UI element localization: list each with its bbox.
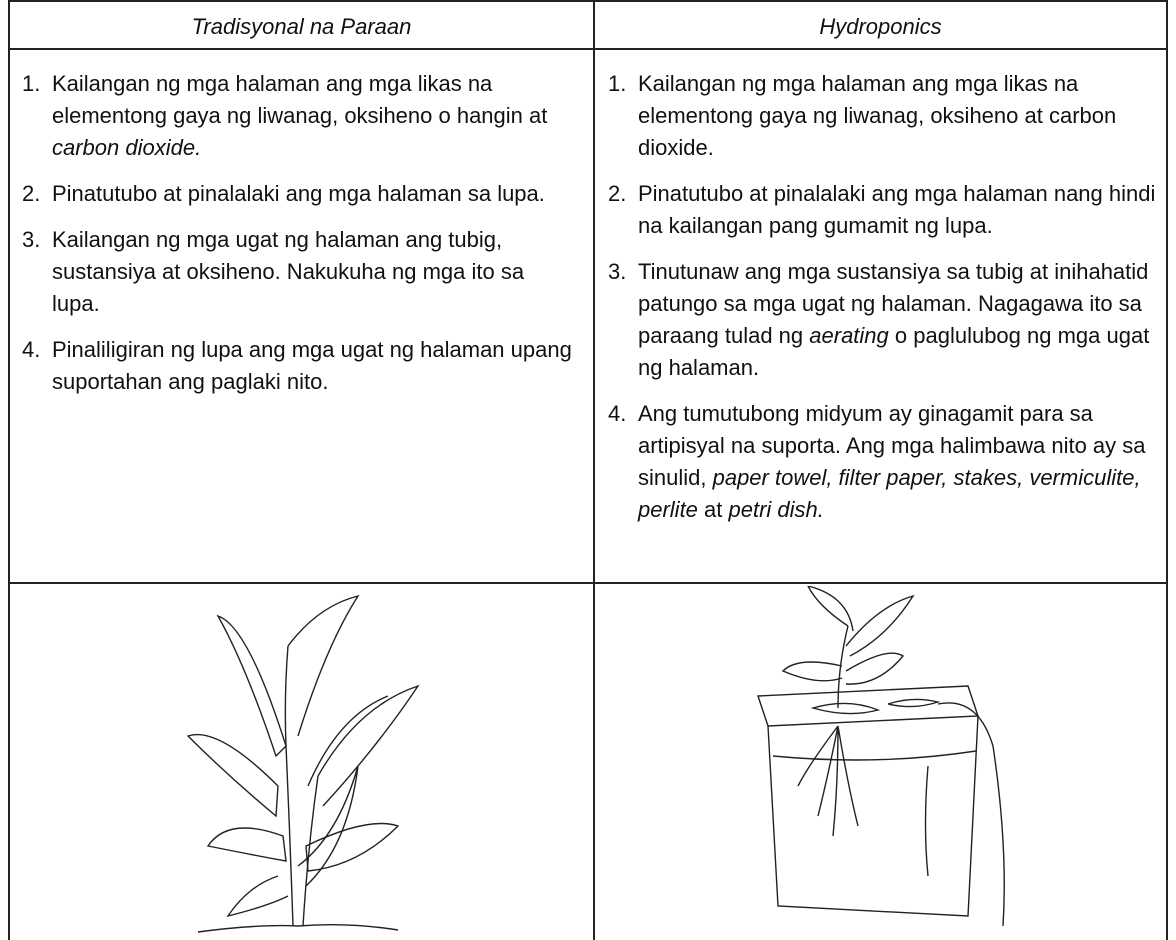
item-text: Kailangan ng mga halaman ang mga likas n… <box>52 68 574 164</box>
item-number: 2. <box>22 181 41 206</box>
text-run: Ang tumutubong midyum ay ginagamit para … <box>638 401 1146 490</box>
item-list: 1. Kailangan ng mga halaman ang mga likas… <box>22 68 574 412</box>
item-number: 1. <box>22 71 41 96</box>
text-run: Pinaliligiran ng lupa ang mga ugat ng ha… <box>52 337 572 394</box>
border <box>593 2 595 940</box>
item-number: 3. <box>608 259 627 284</box>
text-run: Pinatutubo at pinalalaki ang mga halaman… <box>638 181 1156 238</box>
list-item: 4. Pinaliligiran ng lupa ang mga ugat ng … <box>22 334 574 398</box>
border <box>1166 2 1168 940</box>
text-run: carbon dioxide. <box>52 135 202 160</box>
list-item: 3. Kailangan ng mga ugat ng halaman ang t… <box>22 224 574 320</box>
column-header: Tradisyonal na Paraan <box>191 14 412 39</box>
list-item: 4. Ang tumutubong midyum ay ginagamit par… <box>608 398 1168 526</box>
item-text: Pinatutubo at pinalalaki ang mga halaman… <box>638 178 1168 242</box>
item-number: 4. <box>22 337 41 362</box>
list-item: 1. Kailangan ng mga halaman ang mga likas… <box>608 68 1168 164</box>
item-text: Pinatutubo at pinalalaki ang mga halaman… <box>52 178 574 210</box>
item-text: Kailangan ng mga halaman ang mga likas n… <box>638 68 1168 164</box>
text-run: Kailangan ng mga halaman ang mga likas n… <box>52 71 548 128</box>
text-run: Pinatutubo at pinalalaki ang mga halaman… <box>52 181 545 206</box>
text-run: aerating <box>809 323 889 348</box>
plant-illustration <box>186 594 420 933</box>
item-text: Kailangan ng mga ugat ng halaman ang tub… <box>52 224 574 320</box>
item-number: 3. <box>22 227 41 252</box>
comparison-table: Tradisyonal na Paraan Hydroponics 1. Kail… <box>8 0 1168 940</box>
text-run: Tinutunaw ang mga sustansiya sa tubig at… <box>638 259 1149 348</box>
hydroponics-illustration <box>757 586 1005 927</box>
list-item: 2. Pinatutubo at pinalalaki ang mga halam… <box>22 178 574 210</box>
item-text: Ang tumutubong midyum ay ginagamit para … <box>638 398 1168 526</box>
text-run: petri dish. <box>728 497 824 522</box>
text-run: paper towel, filter paper, stakes, vermi… <box>638 465 1141 522</box>
border <box>8 48 1168 50</box>
item-list: 1. Kailangan ng mga halaman ang mga likas… <box>608 68 1168 540</box>
border <box>8 582 1168 584</box>
item-number: 4. <box>608 401 627 426</box>
list-item: 2. Pinatutubo at pinalalaki ang mga halam… <box>608 178 1168 242</box>
text-run: Kailangan ng mga halaman ang mga likas n… <box>638 71 1117 160</box>
column-header: Hydroponics <box>819 14 942 39</box>
item-number: 1. <box>608 71 627 96</box>
item-text: Tinutunaw ang mga sustansiya sa tubig at… <box>638 256 1168 384</box>
item-text: Pinaliligiran ng lupa ang mga ugat ng ha… <box>52 334 574 398</box>
item-number: 2. <box>608 181 627 206</box>
text-run: at <box>697 497 729 522</box>
text-run: Kailangan ng mga ugat ng halaman ang tub… <box>52 227 525 316</box>
list-item: 1. Kailangan ng mga halaman ang mga likas… <box>22 68 574 164</box>
text-run: o paglulubog ng mga ugat ng halaman. <box>638 323 1150 380</box>
border <box>8 2 10 940</box>
list-item: 3. Tinutunaw ang mga sustansiya sa tubig … <box>608 256 1168 384</box>
